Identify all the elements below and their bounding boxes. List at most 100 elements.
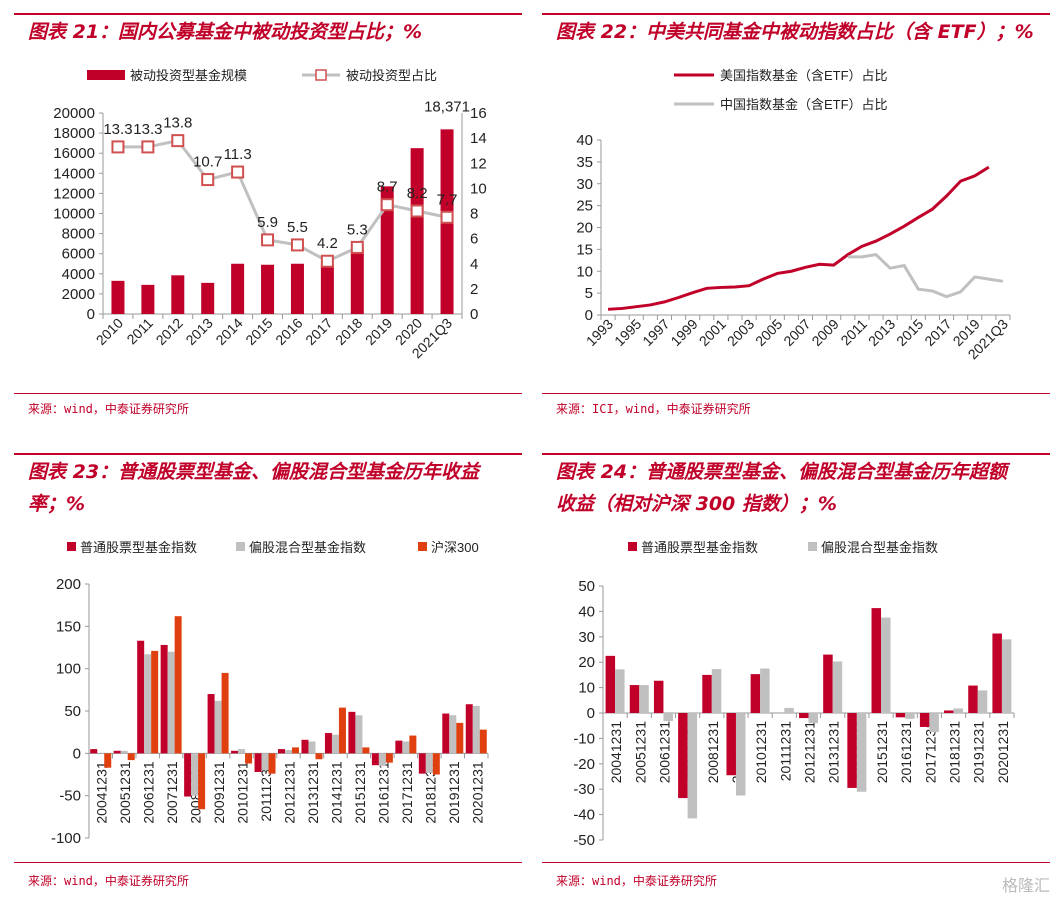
bar — [90, 749, 98, 754]
bar — [214, 700, 222, 754]
bar — [380, 186, 394, 314]
y-tick-label: 10 — [576, 263, 593, 280]
divider — [14, 453, 522, 455]
bar — [726, 713, 736, 776]
x-tick-label: 20111231 — [258, 761, 274, 821]
bar — [385, 753, 393, 763]
x-tick-label: 2011 — [123, 315, 156, 348]
y-tick-label: 40 — [576, 132, 593, 149]
x-tick-label: 20171231 — [399, 761, 415, 824]
x-tick-label: 2019 — [362, 315, 395, 348]
y-tick-label: 200 — [56, 576, 81, 593]
legend-label: 中国指数基金（含ETF）占比 — [720, 97, 888, 112]
x-tick-label: 20111231 — [777, 721, 793, 781]
y-tick-label: -100 — [51, 830, 81, 847]
data-label: 5.5 — [287, 219, 308, 236]
y-tick-label: 10 — [578, 680, 595, 697]
x-tick-label: 2009 — [808, 316, 841, 349]
bar — [331, 734, 339, 754]
bar — [895, 713, 906, 718]
divider — [542, 453, 1050, 455]
bar — [245, 753, 253, 764]
x-tick-label: 2015 — [242, 315, 275, 348]
y-tick-label: -30 — [573, 781, 595, 798]
bar — [919, 713, 930, 727]
x-tick-label: 20091231 — [211, 761, 227, 824]
bar — [144, 654, 152, 754]
y2-tick-label: 12 — [470, 155, 487, 172]
divider — [14, 393, 522, 394]
x-tick-label: 2016 — [272, 315, 305, 348]
x-tick-label: 2003 — [724, 316, 757, 349]
y-tick-label: 0 — [87, 306, 95, 323]
y-tick-label: 10000 — [53, 206, 95, 223]
bar — [207, 694, 215, 754]
x-tick-label: 20061231 — [141, 761, 157, 824]
bar — [285, 749, 292, 754]
y-tick-label: 5 — [585, 285, 593, 302]
y-tick-label: -40 — [573, 807, 595, 824]
x-tick-label: 1999 — [667, 316, 700, 349]
bar — [198, 753, 206, 810]
chart-24-title-line2: 收益（相对沪深 300 指数）；% — [556, 493, 837, 515]
bar — [663, 713, 673, 722]
bar — [174, 616, 182, 754]
y-tick-label: 18000 — [53, 125, 95, 142]
legend-label: 被动投资型占比 — [346, 68, 437, 83]
line-marker — [410, 204, 424, 218]
x-tick-label: 20191231 — [446, 761, 462, 824]
bar — [687, 713, 698, 819]
x-tick-label: 2012 — [153, 315, 186, 348]
x-tick-label: 20051231 — [117, 761, 133, 824]
y-tick-label: 30 — [578, 629, 595, 646]
line-marker — [380, 198, 394, 212]
bar — [292, 747, 299, 754]
line-marker — [440, 210, 454, 224]
bar — [395, 740, 403, 754]
data-label: 5.3 — [347, 221, 368, 238]
bar — [750, 674, 761, 713]
line-series — [117, 138, 448, 263]
y-tick-label: -50 — [59, 788, 81, 805]
bar — [944, 710, 954, 713]
legend-swatch — [67, 542, 76, 551]
bar — [348, 711, 356, 754]
y-tick-label: -50 — [573, 832, 595, 849]
bar — [653, 680, 664, 713]
bar — [231, 263, 245, 314]
line-marker — [111, 140, 125, 154]
bar — [678, 713, 688, 799]
y-tick-label: 0 — [585, 307, 593, 324]
line-marker — [231, 165, 245, 179]
y-tick-label: 20000 — [53, 105, 95, 122]
bar — [992, 633, 1002, 713]
chart-24-source: 来源：wind，中泰证券研究所 — [556, 874, 717, 888]
bar — [201, 282, 215, 314]
divider — [542, 393, 1050, 394]
x-tick-label: 20081231 — [705, 721, 721, 784]
y-tick-label: 30 — [576, 176, 593, 193]
legend-swatch — [418, 542, 427, 551]
y-tick-label: 12000 — [53, 185, 95, 202]
y2-tick-label: 16 — [470, 105, 487, 122]
data-label: 7.7 — [437, 191, 458, 208]
bar — [184, 753, 192, 797]
bar — [104, 753, 112, 768]
divider — [542, 13, 1050, 15]
x-tick-label: 1995 — [611, 316, 644, 349]
data-label: 5.9 — [257, 214, 278, 231]
bar — [221, 672, 229, 754]
x-tick-label: 20161231 — [375, 761, 391, 824]
x-tick-label: 20071231 — [164, 761, 180, 824]
bar — [141, 284, 155, 314]
y-tick-label: 2000 — [62, 286, 95, 303]
bar — [350, 248, 364, 314]
y2-tick-label: 14 — [470, 130, 487, 147]
bar — [254, 753, 262, 772]
bar — [290, 263, 304, 314]
bar — [735, 713, 746, 796]
x-tick-label: 20151231 — [352, 761, 368, 824]
x-tick-label: 20051231 — [632, 721, 648, 784]
chart-21-title: 图表 21：国内公募基金中被动投资型占比；% — [28, 21, 423, 43]
bar — [639, 685, 649, 713]
